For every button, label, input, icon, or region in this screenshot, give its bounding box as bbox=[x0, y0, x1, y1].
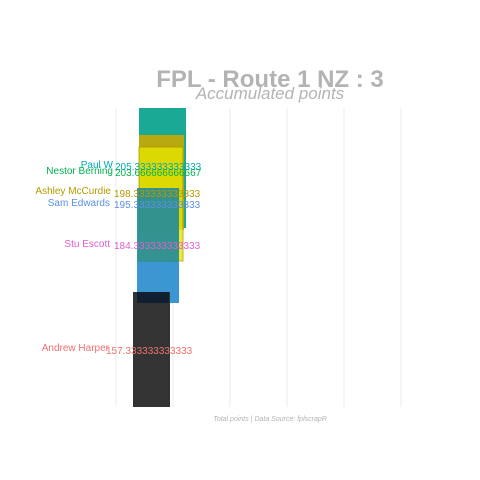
bars bbox=[133, 108, 186, 407]
chart-caption: Total points | Data Source: fplscrapR bbox=[213, 416, 327, 423]
value-label-nestor-berning: 203.666666666667 bbox=[115, 168, 202, 179]
chart-title: FPL - Route 1 NZ : 3 bbox=[156, 66, 384, 93]
bar-nestor-berning bbox=[137, 188, 179, 262]
name-label-ashley-mccurdie: Ashley McCurdie bbox=[35, 186, 111, 197]
name-label-paul-w: Paul W bbox=[81, 160, 114, 171]
bar-andrew-harper-top bbox=[137, 292, 169, 303]
name-label-andrew-harper: Andrew Harper bbox=[42, 343, 110, 354]
value-label-andrew-harper: 157.333333333333 bbox=[106, 346, 193, 357]
value-label-paul-w: 205.333333333333 bbox=[115, 162, 202, 173]
bar-andrew-harper bbox=[133, 292, 170, 407]
name-label-sam-edwards: Sam Edwards bbox=[48, 198, 110, 209]
value-label-ashley-mccurdie: 198.333333333333 bbox=[114, 189, 201, 200]
chart-subtitle: Accumulated points bbox=[195, 84, 345, 103]
name-label-stu-escott: Stu Escott bbox=[64, 239, 110, 250]
labels: Paul W 205.333333333333 Nestor Berning 2… bbox=[35, 160, 201, 357]
value-label-sam-edwards: 195.333333333333 bbox=[114, 200, 201, 211]
value-label-stu-escott: 184.333333333333 bbox=[114, 241, 201, 252]
name-label-nestor-berning: Nestor Berning bbox=[46, 166, 113, 177]
